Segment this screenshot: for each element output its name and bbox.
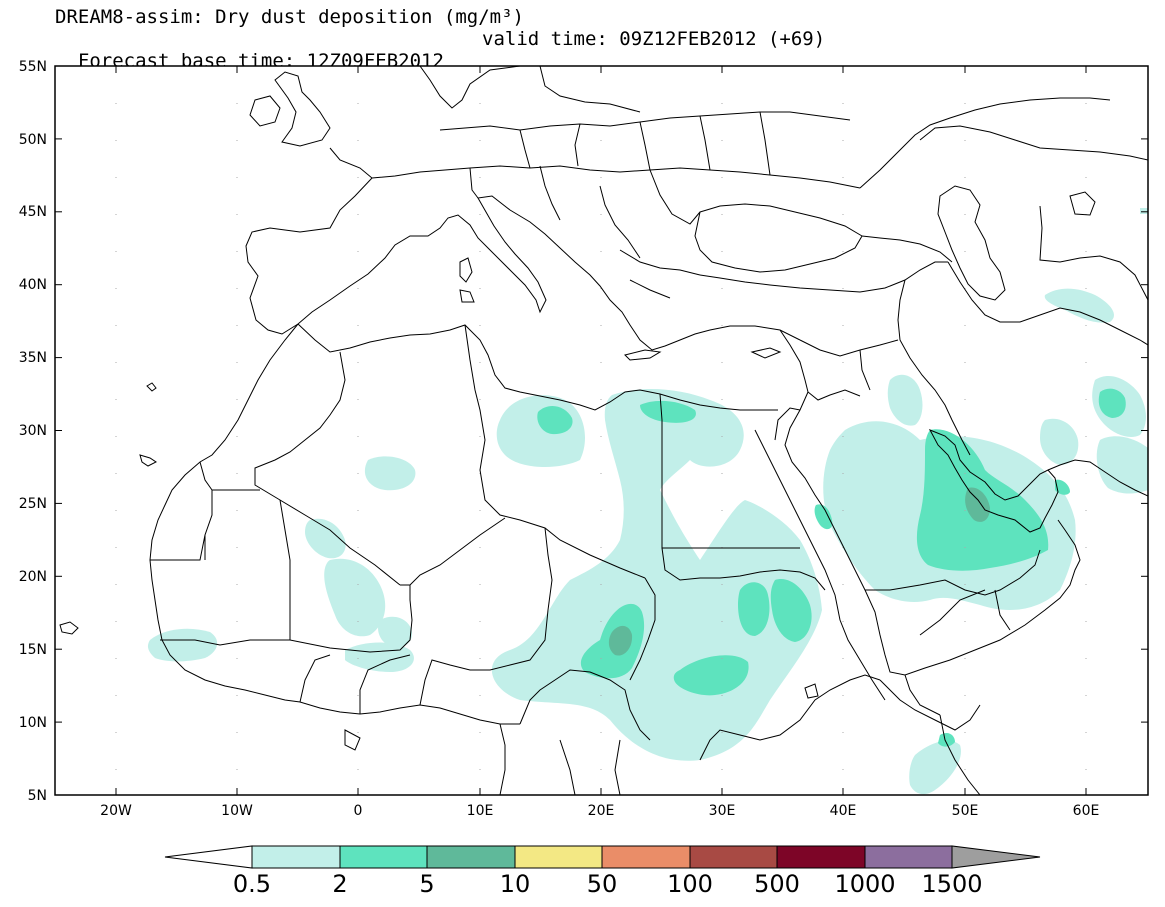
lon-label: 60E <box>1073 803 1100 819</box>
legend-label: 10 <box>500 870 531 898</box>
lon-label: 20W <box>100 803 132 819</box>
legend-swatch <box>251 845 341 869</box>
legend-swatch <box>339 845 428 869</box>
lat-label: 55N <box>19 59 47 75</box>
legend-label: 5 <box>419 870 434 898</box>
legend-swatch <box>776 845 866 869</box>
legend-swatch <box>426 845 516 869</box>
lon-label: 10E <box>467 803 494 819</box>
dust-heavy-contours <box>608 487 990 656</box>
legend-label: 1500 <box>921 870 982 898</box>
color-bar-legend <box>164 845 1041 869</box>
legend-label: 100 <box>667 870 713 898</box>
axis-ticks <box>55 65 1148 796</box>
lon-label: 0 <box>354 803 363 819</box>
legend-label: 500 <box>754 870 800 898</box>
legend-over-arrow <box>951 845 1041 869</box>
legend-label: 2 <box>332 870 347 898</box>
lat-label: 5N <box>28 788 47 804</box>
lat-label: 15N <box>19 642 47 658</box>
lon-label: 20E <box>588 803 615 819</box>
lon-label: 10W <box>221 803 253 819</box>
lat-label: 30N <box>19 423 47 439</box>
legend-swatch <box>864 845 953 869</box>
legend-swatch <box>514 845 603 869</box>
lat-label: 50N <box>19 132 47 148</box>
legend-under-arrow <box>164 845 253 869</box>
legend-label: 50 <box>587 870 618 898</box>
longitude-axis: 20W 10W 0 10E 20E 30E 40E 50E 60E <box>100 803 1099 819</box>
lat-label: 25N <box>19 496 47 512</box>
latitude-axis: 55N 50N 45N 40N 35N 30N 25N 20N 15N 10N … <box>19 59 47 804</box>
map-plot-area <box>55 66 1148 795</box>
lon-label: 40E <box>830 803 857 819</box>
lon-label: 50E <box>952 803 979 819</box>
lat-label: 35N <box>19 350 47 366</box>
valid-time: valid time: 09Z12FEB2012 (+69) <box>482 28 826 50</box>
lat-label: 40N <box>19 277 47 293</box>
map-title: DREAM8-assim: Dry dust deposition (mg/m³… <box>55 6 524 28</box>
lon-label: 30E <box>709 803 736 819</box>
lat-label: 10N <box>19 715 47 731</box>
legend-swatch <box>601 845 691 869</box>
legend-label: 0.5 <box>233 870 271 898</box>
legend-labels: 0.5 2 5 10 50 100 500 1000 1500 <box>233 870 983 898</box>
lat-label: 45N <box>19 204 47 220</box>
legend-label: 1000 <box>834 870 895 898</box>
coastlines-and-borders <box>59 66 1148 795</box>
lat-label: 20N <box>19 569 47 585</box>
legend-swatch <box>689 845 778 869</box>
